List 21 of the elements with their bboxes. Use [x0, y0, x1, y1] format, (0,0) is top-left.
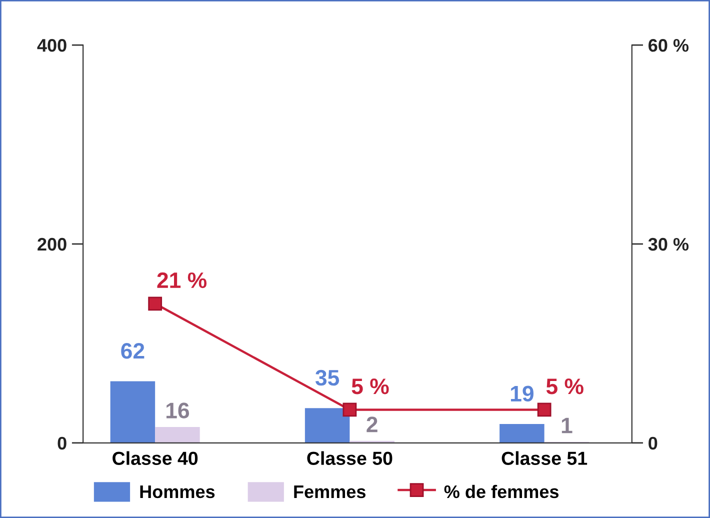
data-label: 21 %: [157, 272, 207, 288]
legend-label: Hommes: [140, 486, 215, 498]
y2-tick-label: 0: [648, 436, 658, 450]
data-label: 62: [121, 343, 144, 359]
data-label: 35: [315, 370, 340, 386]
x-tick-label: Classe 50: [307, 451, 392, 465]
y2-tick-label: 60 %: [648, 39, 689, 52]
y-tick-label: 200: [38, 238, 66, 251]
y-tick-label: 400: [37, 39, 66, 52]
legend-label: % de femmes: [444, 484, 559, 498]
data-label: 16: [166, 402, 190, 418]
data-label: 19: [510, 386, 534, 402]
y2-tick-label: 30 %: [648, 238, 689, 251]
legend-label: Femmes: [294, 486, 366, 498]
y-tick-label: 0: [58, 436, 66, 450]
x-tick-label: Classe 40: [112, 451, 198, 465]
data-label: 5 %: [352, 378, 389, 394]
data-label: 2: [366, 416, 378, 432]
data-label: 5 %: [546, 378, 584, 394]
data-label: 1: [562, 418, 572, 434]
x-tick-label: Classe 51: [502, 451, 588, 465]
